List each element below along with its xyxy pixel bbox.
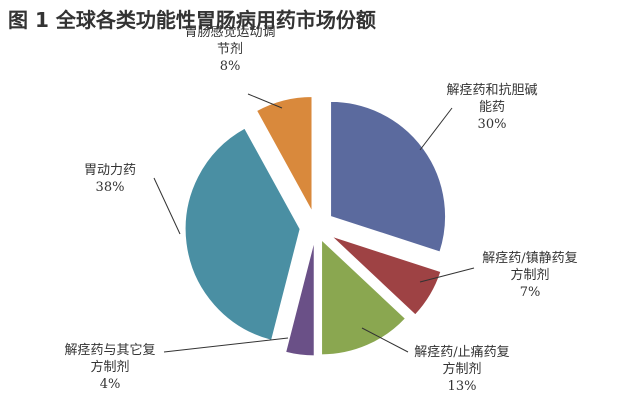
leader-line-5 <box>153 177 181 235</box>
slice-label-6-line-2: 节剂 <box>217 42 243 57</box>
pie-slice-2 <box>331 235 442 316</box>
slice-label-6-line-1: 胃肠感觉运动调 <box>184 24 275 40</box>
pie-slice-1 <box>330 100 447 253</box>
slice-label-1-line-2: 能药 <box>479 100 505 115</box>
pie-slice-4 <box>285 240 315 357</box>
pie-slice-6 <box>255 96 313 212</box>
pie-slice-5 <box>184 127 301 342</box>
leader-line-4 <box>163 337 289 353</box>
slice-percent-label-3: 13% <box>448 379 477 394</box>
leader-line-1 <box>419 107 453 151</box>
leader-line-6 <box>247 93 283 109</box>
slice-label-2-line-2: 方制剂 <box>510 267 549 283</box>
slice-percent-label-5: 38% <box>96 180 125 195</box>
slice-label-3-line-1: 解痉药/止痛药复 <box>414 344 509 360</box>
slice-label-5-line-1: 胃动力药 <box>84 163 136 178</box>
slice-label-1-line-1: 解痉药和抗胆碱 <box>446 82 537 98</box>
slice-label-2-line-1: 解痉药/镇静药复 <box>482 250 577 266</box>
slice-label-4-line-2: 方制剂 <box>90 359 129 375</box>
figure-title: 图 1 全球各类功能性胃肠病用药市场份额 <box>8 8 376 32</box>
leader-line-3 <box>361 327 409 353</box>
slice-label-4-line-1: 解痉药与其它复 <box>64 342 155 358</box>
slice-percent-label-4: 4% <box>100 377 121 392</box>
slice-percent-label-2: 7% <box>520 285 541 300</box>
slice-label-3-line-2: 方制剂 <box>442 361 481 377</box>
pie-slice-3 <box>321 238 407 356</box>
leader-line-2 <box>419 267 475 283</box>
slice-percent-label-1: 30% <box>478 117 507 132</box>
slice-percent-label-6: 8% <box>220 59 241 74</box>
